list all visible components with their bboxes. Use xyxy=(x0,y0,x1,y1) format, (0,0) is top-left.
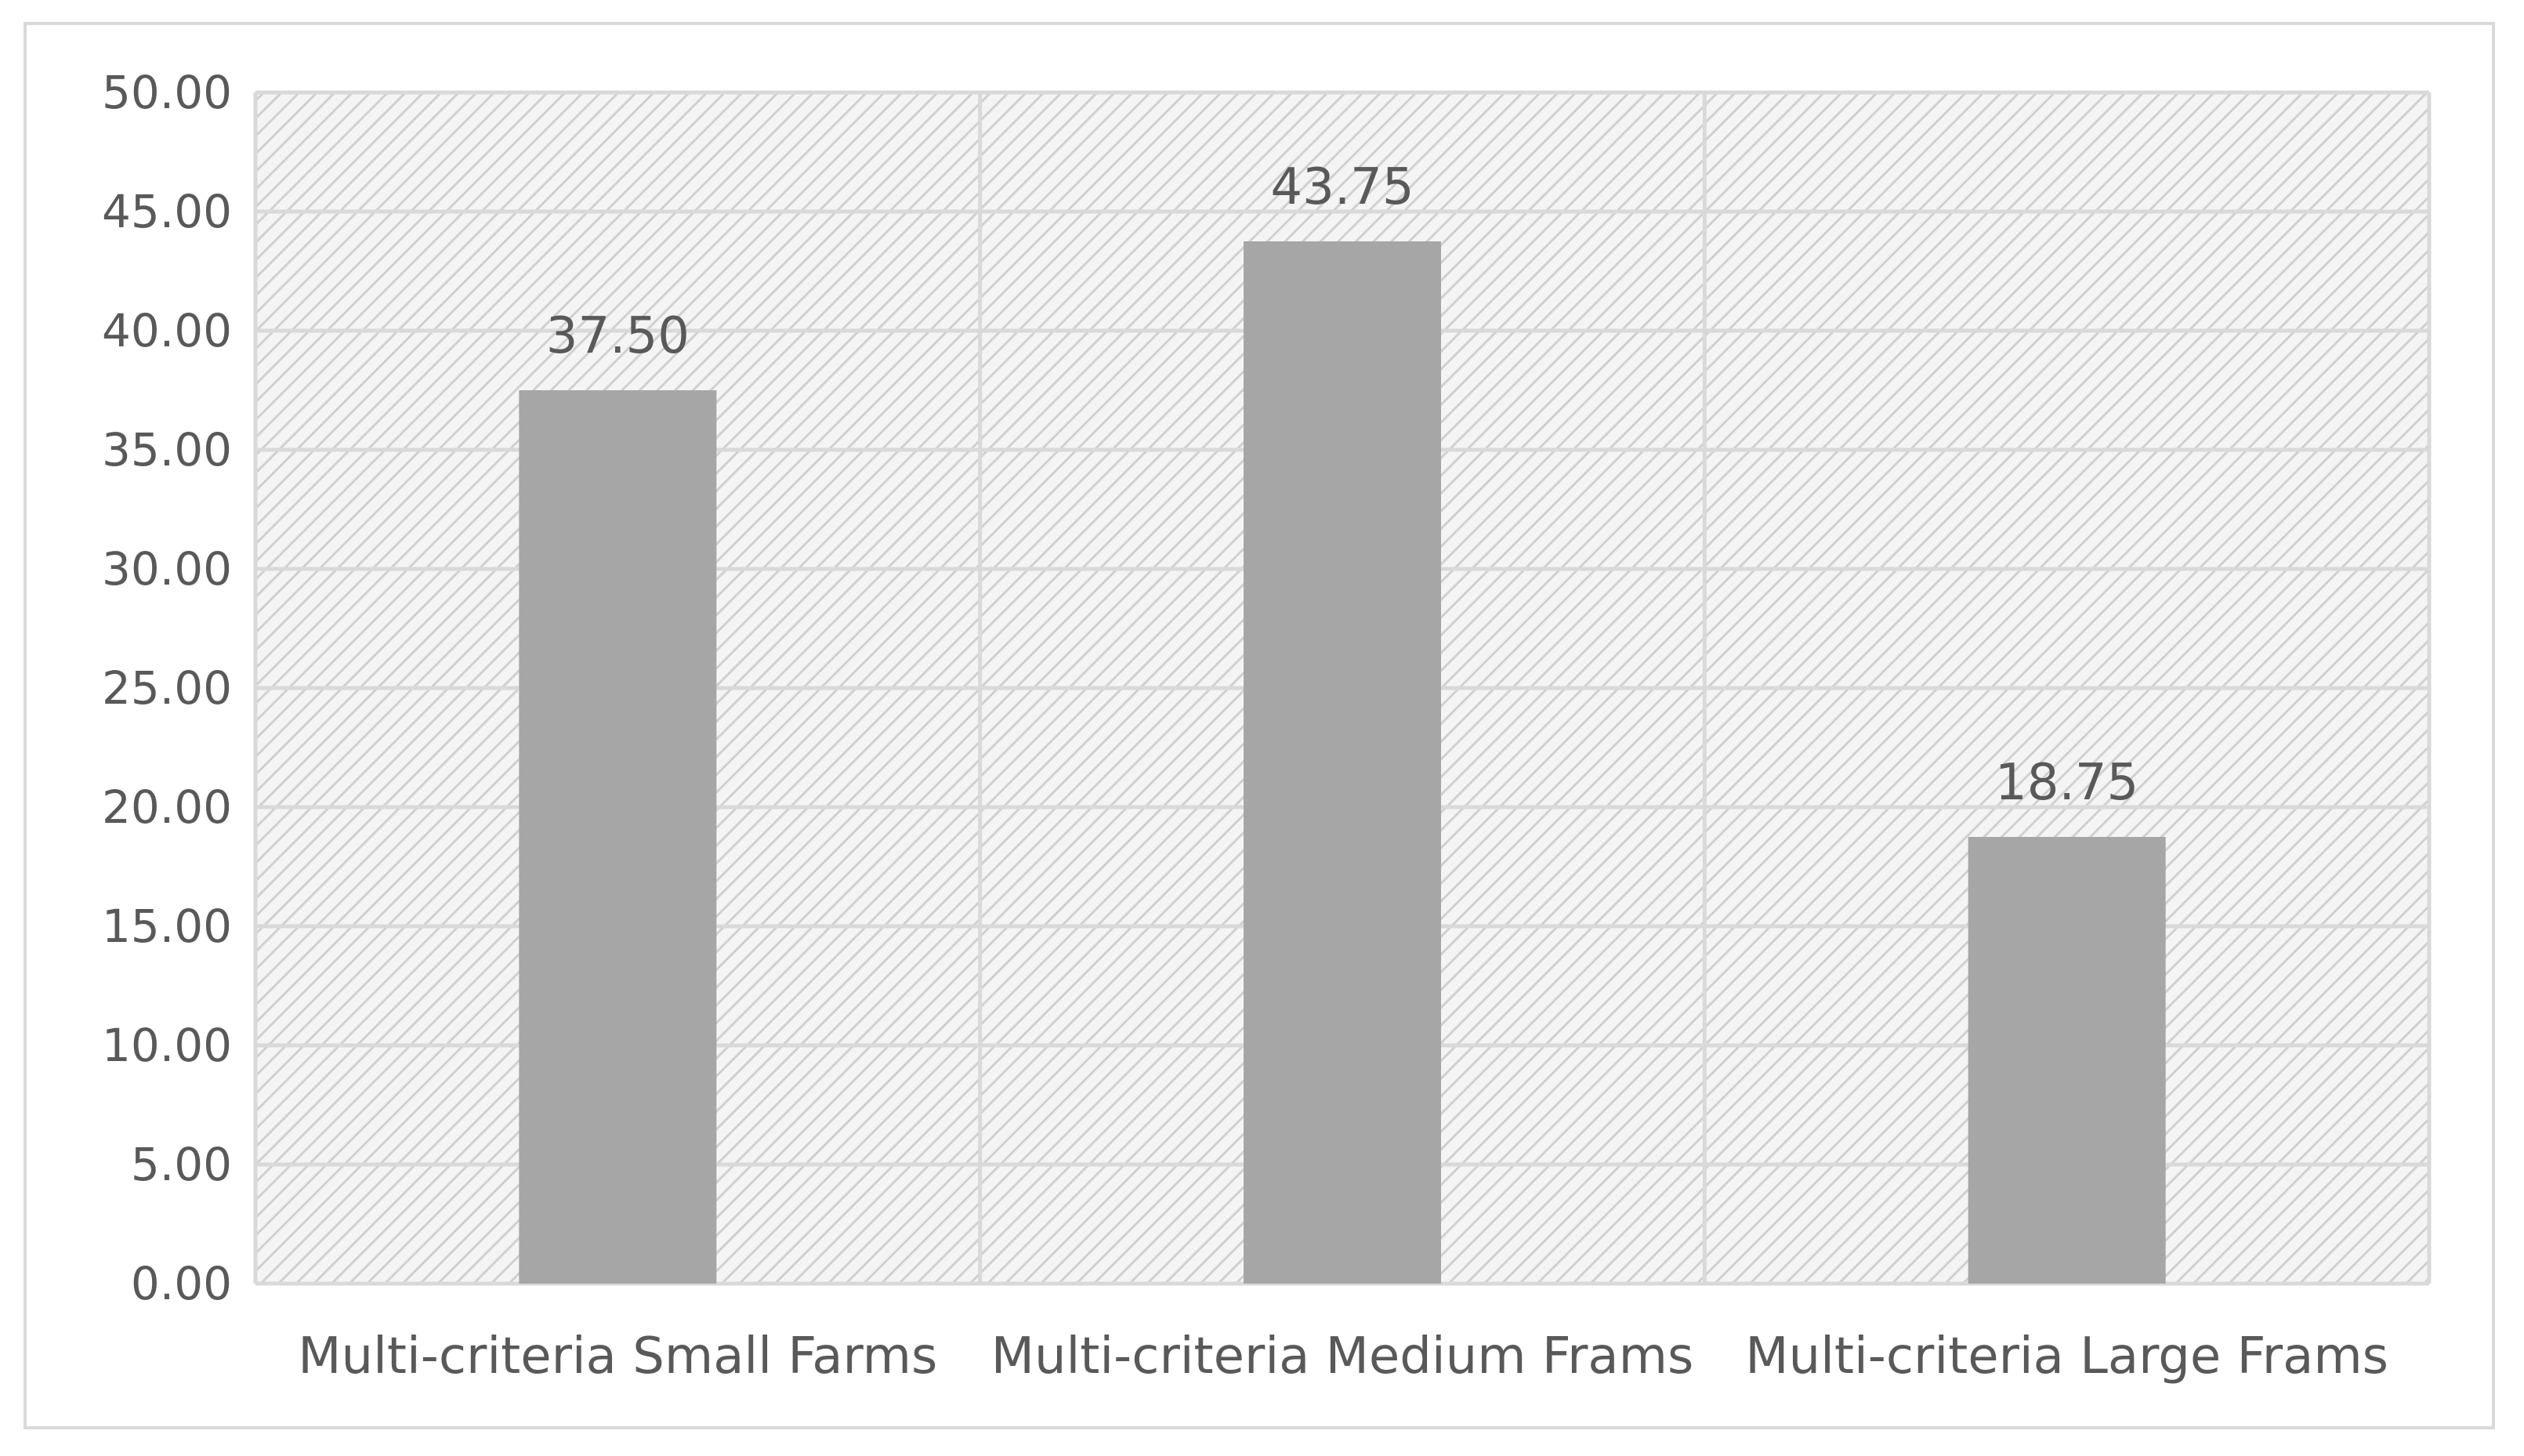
y-axis-ticks: 0.00 5.00 10.00 15.00 20.00 25.00 30.00 35.00 40… xyxy=(102,66,232,1310)
x-axis-labels: Multi-criteria Small Farms Multi-criteria… xyxy=(298,1327,2388,1385)
y-tick-label: 30.00 xyxy=(102,542,232,596)
y-tick-label: 35.00 xyxy=(102,423,232,476)
y-tick-label: 20.00 xyxy=(102,781,232,834)
y-tick-label: 25.00 xyxy=(102,661,232,715)
bar-value-label: 37.50 xyxy=(546,307,690,365)
y-tick-label: 15.00 xyxy=(102,900,232,953)
bars xyxy=(519,241,2166,1284)
y-tick-label: 50.00 xyxy=(102,66,232,119)
x-category-label: Multi-criteria Large Frams xyxy=(1745,1327,2388,1385)
x-category-label: Multi-criteria Medium Frams xyxy=(991,1327,1694,1385)
data-labels: 37.50 43.75 18.75 xyxy=(546,158,2139,812)
y-tick-label: 45.00 xyxy=(102,185,232,238)
bar-value-label: 18.75 xyxy=(1995,754,2138,812)
y-tick-label: 0.00 xyxy=(131,1257,232,1310)
y-tick-label: 40.00 xyxy=(102,304,232,357)
y-tick-label: 10.00 xyxy=(102,1019,232,1072)
bar xyxy=(1968,837,2166,1284)
x-category-label: Multi-criteria Small Farms xyxy=(298,1327,937,1385)
bar-value-label: 43.75 xyxy=(1270,158,1414,216)
bar xyxy=(519,390,717,1284)
y-tick-label: 5.00 xyxy=(131,1138,232,1191)
bar xyxy=(1244,241,1441,1284)
